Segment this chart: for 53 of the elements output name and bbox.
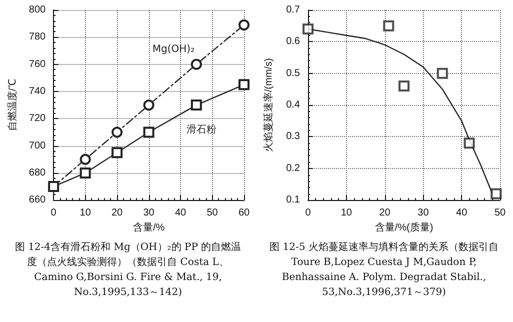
point [143, 100, 154, 111]
point [80, 167, 91, 178]
x-tick-label: 60 [238, 208, 250, 219]
point [490, 188, 502, 200]
caption: 图 12-4含有滑石粉和 Mg（OH）₂的 PP 的自燃温度（点火线实验测得）（数据引自 Costa L、Camino G,Borsini G. Fire & Mat., 19, No.3,1995,133～142) [14, 240, 242, 300]
y-tick-label: 760 [28, 58, 46, 70]
caption: 图 12-5 火焰蔓延速率与填料含量的关系（数据引自 Toure B,Lopez Cuesta J M,Gaudon P, Benhassaine A. Polym. Degradat Stabil., 53,No.3,1996,371～379) [268, 240, 500, 300]
x-tick-label: 0 [50, 208, 57, 219]
point [302, 24, 314, 35]
point [238, 79, 250, 90]
y-axis-title: 自燃温度/℃ [6, 79, 18, 131]
y-tick-label: 0.1 [286, 194, 300, 206]
point [48, 181, 60, 192]
series-label: Mg(OH)₂ [152, 44, 195, 55]
x-tick-label: 30 [143, 208, 155, 219]
point [112, 147, 123, 158]
x-tick-label: 50 [494, 208, 506, 219]
point [398, 80, 410, 92]
y-tick-label: 0.5 [286, 68, 300, 79]
y-tick-label: 0.3 [286, 131, 300, 142]
x-tick-label: 20 [111, 208, 124, 219]
x-tick-label: 30 [418, 208, 430, 219]
x-axis-title: 含量/%(质量) [374, 222, 434, 234]
point [80, 154, 91, 165]
point [143, 126, 154, 138]
x-tick-label: 40 [456, 208, 468, 219]
point [383, 20, 394, 32]
point [190, 100, 202, 111]
y-tick-label: 700 [28, 140, 46, 152]
y-tick-label: 0.2 [286, 162, 300, 174]
y-tick-label: 780 [28, 32, 46, 43]
x-tick-label: 50 [206, 208, 218, 219]
point [238, 19, 250, 30]
y-axis-title: 火焰蔓延速率/(mm/s) [262, 58, 274, 152]
series-label: 滑石粉 [186, 124, 216, 136]
point [190, 58, 202, 70]
y-tick-label: 660 [28, 194, 46, 206]
y-tick-label: 0.6 [286, 36, 300, 48]
point [436, 68, 448, 79]
y-tick-label: 680 [28, 167, 46, 178]
point [112, 126, 123, 138]
y-tick-label: 0.4 [286, 100, 300, 111]
y-tick-label: 800 [28, 4, 46, 16]
y-tick-label: 720 [28, 113, 46, 124]
x-tick-label: 40 [174, 208, 187, 219]
x-tick-label: 20 [379, 208, 391, 219]
x-tick-label: 0 [305, 208, 312, 219]
x-tick-label: 10 [340, 208, 352, 219]
x-tick-label: 10 [80, 208, 92, 219]
x-axis-title: 含量/% [132, 222, 165, 234]
y-tick-label: 0.7 [286, 4, 300, 16]
y-tick-label: 740 [28, 86, 46, 97]
point [464, 138, 475, 149]
